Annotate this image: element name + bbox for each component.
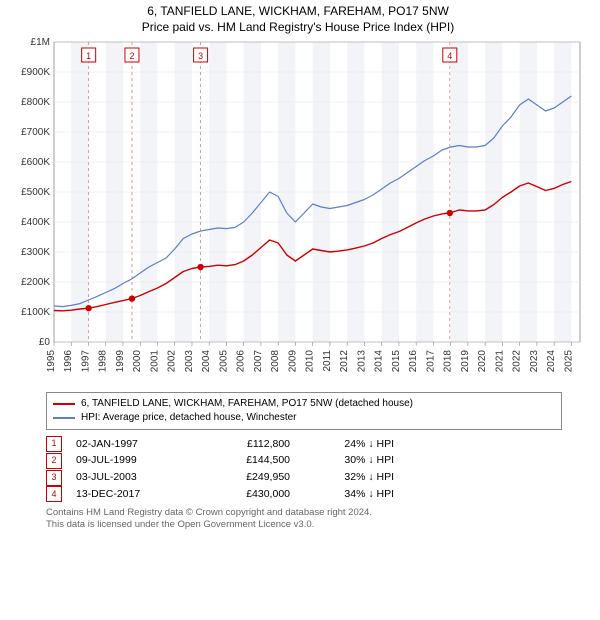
sales-table: 1 02-JAN-1997 £112,800 24% ↓ HPI 2 09-JU… bbox=[46, 436, 562, 503]
svg-text:2005: 2005 bbox=[218, 349, 229, 372]
svg-text:2006: 2006 bbox=[236, 349, 247, 372]
svg-text:2003: 2003 bbox=[184, 349, 195, 372]
svg-text:2000: 2000 bbox=[132, 349, 143, 372]
svg-text:£300K: £300K bbox=[21, 247, 50, 258]
svg-text:2024: 2024 bbox=[546, 349, 557, 372]
table-row: 3 03-JUL-2003 £249,950 32% ↓ HPI bbox=[46, 469, 562, 486]
svg-text:3: 3 bbox=[198, 51, 203, 61]
svg-text:£1M: £1M bbox=[31, 37, 50, 48]
legend-label: HPI: Average price, detached house, Winc… bbox=[81, 411, 297, 425]
svg-text:2014: 2014 bbox=[374, 349, 385, 372]
svg-text:£200K: £200K bbox=[21, 277, 50, 288]
svg-text:2018: 2018 bbox=[443, 349, 454, 372]
sale-date: 02-JAN-1997 bbox=[76, 436, 186, 453]
svg-text:£100K: £100K bbox=[21, 307, 50, 318]
legend-item: HPI: Average price, detached house, Winc… bbox=[53, 411, 555, 425]
svg-text:2025: 2025 bbox=[563, 349, 574, 372]
legend-swatch bbox=[53, 417, 75, 419]
svg-text:£900K: £900K bbox=[21, 67, 50, 78]
chart-title-line1: 6, TANFIELD LANE, WICKHAM, FAREHAM, PO17… bbox=[4, 4, 592, 20]
svg-text:2013: 2013 bbox=[356, 349, 367, 372]
svg-text:1995: 1995 bbox=[46, 349, 57, 372]
svg-text:£0: £0 bbox=[39, 337, 51, 348]
sale-marker-badge: 4 bbox=[46, 486, 62, 502]
svg-text:2023: 2023 bbox=[529, 349, 540, 372]
legend-swatch bbox=[53, 403, 75, 405]
sale-diff: 24% ↓ HPI bbox=[304, 436, 394, 453]
line-chart-svg: £0 £100K £200K £300K £400K £500K £600K £700K £80… bbox=[8, 36, 590, 386]
svg-text:2015: 2015 bbox=[391, 349, 402, 372]
sale-diff: 32% ↓ HPI bbox=[304, 469, 394, 486]
svg-text:1: 1 bbox=[86, 51, 91, 61]
svg-text:£800K: £800K bbox=[21, 97, 50, 108]
sale-price: £249,950 bbox=[200, 469, 290, 486]
svg-text:2020: 2020 bbox=[477, 349, 488, 372]
footer-line: Contains HM Land Registry data © Crown c… bbox=[46, 507, 562, 519]
chart-title-line2: Price paid vs. HM Land Registry's House … bbox=[4, 20, 592, 34]
svg-text:2016: 2016 bbox=[408, 349, 419, 372]
sale-price: £430,000 bbox=[200, 486, 290, 503]
table-row: 1 02-JAN-1997 £112,800 24% ↓ HPI bbox=[46, 436, 562, 453]
svg-text:2: 2 bbox=[129, 51, 134, 61]
svg-text:2012: 2012 bbox=[339, 349, 350, 372]
svg-text:2008: 2008 bbox=[270, 349, 281, 372]
svg-text:2010: 2010 bbox=[305, 349, 316, 372]
svg-text:£700K: £700K bbox=[21, 127, 50, 138]
svg-text:1996: 1996 bbox=[63, 349, 74, 372]
footer-line: This data is licensed under the Open Gov… bbox=[46, 519, 562, 531]
legend-box: 6, TANFIELD LANE, WICKHAM, FAREHAM, PO17… bbox=[46, 392, 562, 430]
svg-text:2017: 2017 bbox=[425, 349, 436, 372]
sale-marker-badge: 3 bbox=[46, 470, 62, 486]
sale-marker-badge: 2 bbox=[46, 453, 62, 469]
svg-text:£600K: £600K bbox=[21, 157, 50, 168]
sale-diff: 34% ↓ HPI bbox=[304, 486, 394, 503]
svg-text:2011: 2011 bbox=[322, 349, 333, 371]
sale-price: £112,800 bbox=[200, 436, 290, 453]
svg-text:2019: 2019 bbox=[460, 349, 471, 372]
sale-price: £144,500 bbox=[200, 452, 290, 469]
svg-text:1998: 1998 bbox=[98, 349, 109, 372]
svg-text:2004: 2004 bbox=[201, 349, 212, 372]
legend-label: 6, TANFIELD LANE, WICKHAM, FAREHAM, PO17… bbox=[81, 397, 413, 411]
svg-text:2001: 2001 bbox=[149, 349, 160, 372]
svg-text:2022: 2022 bbox=[512, 349, 523, 372]
sale-marker-badge: 1 bbox=[46, 436, 62, 452]
svg-text:2009: 2009 bbox=[287, 349, 298, 372]
table-row: 2 09-JUL-1999 £144,500 30% ↓ HPI bbox=[46, 452, 562, 469]
svg-text:2007: 2007 bbox=[253, 349, 264, 372]
sale-date: 03-JUL-2003 bbox=[76, 469, 186, 486]
svg-text:2021: 2021 bbox=[494, 349, 505, 372]
svg-text:£500K: £500K bbox=[21, 187, 50, 198]
svg-text:2002: 2002 bbox=[167, 349, 178, 372]
svg-text:£400K: £400K bbox=[21, 217, 50, 228]
svg-text:4: 4 bbox=[447, 51, 452, 61]
legend-item: 6, TANFIELD LANE, WICKHAM, FAREHAM, PO17… bbox=[53, 397, 555, 411]
table-row: 4 13-DEC-2017 £430,000 34% ↓ HPI bbox=[46, 486, 562, 503]
sale-diff: 30% ↓ HPI bbox=[304, 452, 394, 469]
svg-text:1999: 1999 bbox=[115, 349, 126, 372]
sale-date: 13-DEC-2017 bbox=[76, 486, 186, 503]
sale-date: 09-JUL-1999 bbox=[76, 452, 186, 469]
footer-text: Contains HM Land Registry data © Crown c… bbox=[46, 507, 562, 532]
svg-text:1997: 1997 bbox=[80, 349, 91, 372]
chart-area: £0 £100K £200K £300K £400K £500K £600K £700K £80… bbox=[8, 36, 590, 386]
